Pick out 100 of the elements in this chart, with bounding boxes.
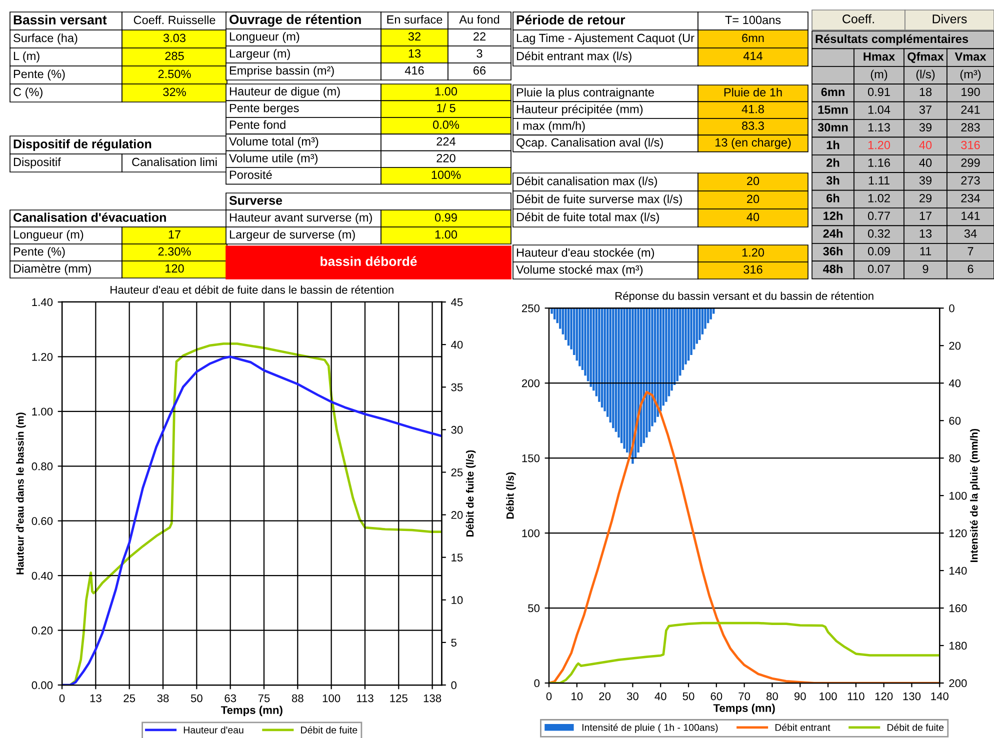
- legend-label: Débit de fuite: [301, 726, 358, 734]
- y2-tick-label: 5: [451, 638, 456, 647]
- bar: [623, 308, 626, 449]
- y-tick-label: 0.00: [32, 681, 53, 690]
- y2-tick-label: 80: [949, 454, 961, 462]
- y-tick-label: 200: [522, 379, 540, 388]
- text: 41.8: [742, 104, 764, 114]
- chart-title: Réponse du bassin versant et du bassin de rétention: [616, 292, 874, 302]
- text: Longueur (m): [230, 32, 300, 44]
- x-tick-label: 138: [424, 694, 442, 702]
- bar: [632, 308, 634, 464]
- text: 414: [743, 52, 763, 60]
- text: 83.3: [742, 122, 764, 130]
- x-tick-label: 25: [124, 694, 136, 702]
- y2-axis-title: Débit de fuite (l/s): [466, 450, 476, 536]
- text: Qcap. Canalisation aval (l/s): [516, 138, 663, 149]
- bar: [665, 308, 668, 402]
- x-tick-label: 38: [157, 694, 169, 702]
- y-tick-label: 0.20: [32, 626, 53, 634]
- text: En surface: [387, 15, 442, 24]
- text: 13 (en charge): [716, 138, 791, 149]
- text: Divers: [932, 14, 967, 24]
- bar: [578, 308, 581, 366]
- bar: [676, 308, 678, 382]
- legend-label: Intensité de pluie ( 1h - 100ans): [582, 724, 718, 733]
- y2-tick-label: 25: [451, 468, 463, 476]
- text: 13: [920, 229, 932, 238]
- text: Lag Time - Ajustement Caquot (Ur: [516, 34, 694, 45]
- text: Débit de fuite surverse max (l/s): [516, 194, 682, 206]
- text: 100%: [432, 170, 461, 180]
- text: 9: [922, 264, 928, 274]
- text: Vmax: [954, 52, 986, 61]
- text: Dispositif: [14, 158, 61, 169]
- y-axis-title: Débit (l/s): [506, 472, 516, 519]
- legend-label: Débit entrant: [775, 724, 830, 731]
- text: Pente fond: [230, 120, 286, 129]
- text: Volume utile (m³): [229, 154, 318, 165]
- x-tick-label: 120: [875, 692, 893, 700]
- text: 7: [968, 247, 974, 256]
- bar: [612, 308, 614, 428]
- x-tick-label: 63: [224, 694, 236, 702]
- text: 20: [747, 176, 760, 186]
- text: 6mn: [742, 34, 764, 42]
- text: 0.07: [868, 264, 890, 274]
- x-tick-label: 130: [903, 692, 921, 700]
- text: Canalisation limi: [132, 158, 217, 166]
- text: (m): [870, 70, 888, 81]
- y2-tick-label: 180: [950, 642, 967, 650]
- y2-axis-title: Intensité de la pluie (mm/h): [970, 428, 980, 562]
- text: Pente (%): [14, 70, 65, 80]
- x-tick-label: 20: [599, 692, 611, 700]
- y2-tick-label: 160: [950, 604, 967, 612]
- text: 29: [920, 194, 932, 202]
- text: Résultats complémentaires: [816, 34, 968, 46]
- text: 316: [744, 265, 762, 274]
- bar: [710, 308, 712, 320]
- text: 1.02: [868, 194, 890, 202]
- y-tick-label: 150: [522, 454, 540, 462]
- text: Période de retour: [516, 14, 626, 25]
- text: Pente berges: [230, 104, 299, 115]
- text: 0.99: [434, 213, 457, 222]
- text: T= 100ans: [725, 16, 781, 24]
- text: 13: [408, 49, 421, 58]
- x-tick-label: 75: [258, 694, 270, 702]
- y2-tick-label: 200: [949, 679, 967, 688]
- text: 416: [404, 66, 424, 75]
- text: (m³): [960, 70, 981, 81]
- x-tick-label: 0: [546, 692, 552, 700]
- y2-tick-label: 40: [948, 379, 961, 388]
- text: 0.0%: [433, 120, 460, 129]
- text: 48h: [823, 264, 842, 274]
- y2-tick-label: 10: [452, 596, 463, 604]
- text: Coeff.: [842, 14, 874, 24]
- text: 120: [166, 264, 184, 273]
- text: 24h: [823, 229, 842, 238]
- text: Surverse: [229, 196, 282, 205]
- text: 2.30%: [158, 247, 191, 256]
- text: Hauteur d'eau stockée (m): [516, 248, 654, 260]
- text: 1/ 5: [437, 104, 456, 112]
- legend-label: Débit de fuite: [888, 724, 944, 731]
- y-tick-label: 100: [522, 529, 540, 538]
- x-tick-label: 80: [766, 692, 778, 700]
- text: 190: [962, 88, 980, 96]
- text: 17: [168, 230, 180, 239]
- y2-tick-label: 30: [451, 426, 463, 434]
- y-tick-label: 250: [522, 304, 540, 312]
- x-tick-label: 140: [931, 692, 948, 700]
- text: Au fond: [459, 15, 500, 24]
- y2-tick-label: 15: [452, 554, 463, 562]
- text: 0.91: [868, 88, 890, 96]
- y2-tick-label: 120: [950, 529, 967, 538]
- bar: [642, 308, 645, 444]
- text: 273: [961, 176, 980, 185]
- text: 234: [961, 194, 980, 202]
- text: Largeur de surverse (m): [230, 230, 355, 241]
- y2-tick-label: 140: [950, 566, 967, 575]
- text: 1.13: [868, 123, 890, 132]
- text: I max (mm/h): [517, 121, 585, 132]
- text: 40: [919, 140, 932, 150]
- text: 12h: [824, 211, 842, 220]
